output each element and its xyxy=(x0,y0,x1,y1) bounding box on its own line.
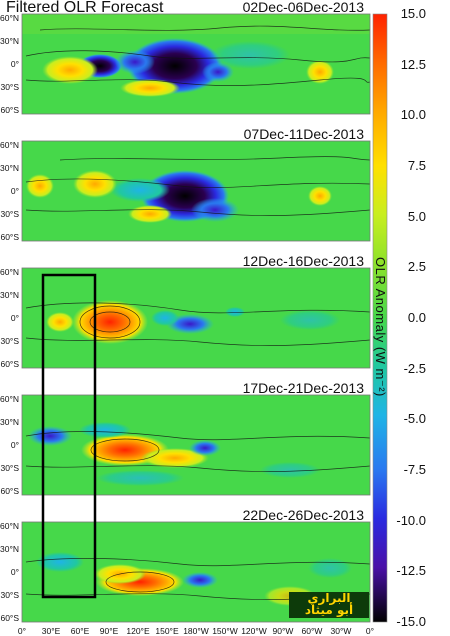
lat-label-panel5-0: 60°N xyxy=(0,521,19,531)
lon-label-8: 120°W xyxy=(241,626,267,636)
lat-label-panel3-4: 60°S xyxy=(0,359,19,369)
lat-label-panel2-2: 0° xyxy=(10,186,19,196)
figure-title: Filtered OLR Forecast xyxy=(6,0,164,16)
map-panel-1 xyxy=(22,14,370,114)
colorbar-tick-8: -5.0 xyxy=(403,411,426,427)
lat-label-panel1-3: 30°S xyxy=(0,82,19,92)
lat-label-panel1-2: 0° xyxy=(10,59,19,69)
colorbar-tick-11: -12.5 xyxy=(396,563,426,579)
lon-label-4: 120°E xyxy=(126,626,150,636)
highlight-box xyxy=(41,273,97,599)
colorbar-tick-12: -15.0 xyxy=(396,614,426,629)
lat-label-panel3-1: 30°N xyxy=(0,290,19,300)
lon-label-1: 30°E xyxy=(41,626,61,636)
lat-label-panel4-4: 60°S xyxy=(0,486,19,496)
lat-label-panel3-3: 30°S xyxy=(0,336,19,346)
lon-label-7: 150°W xyxy=(212,626,238,636)
watermark-logo: البراري أبو ميثاد xyxy=(289,592,369,618)
lon-label-0: 0° xyxy=(17,626,27,636)
colorbar-tick-3: 7.5 xyxy=(407,158,426,173)
lat-label-panel3-2: 0° xyxy=(10,313,19,323)
colorbar-tick-2: 10.0 xyxy=(400,107,426,123)
colorbar-tick-0: 15.0 xyxy=(400,6,426,21)
lat-label-panel2-3: 30°S xyxy=(0,209,19,219)
lat-label-panel4-3: 30°S xyxy=(0,463,19,473)
lat-label-panel5-4: 60°S xyxy=(0,613,19,623)
lat-label-panel2-4: 60°S xyxy=(0,232,19,242)
colorbar-title: OLR Anomaly (W m⁻²) xyxy=(373,257,388,397)
lon-label-12: 0° xyxy=(365,626,375,636)
panel-frames xyxy=(21,13,371,623)
lat-label-panel2-0: 60°N xyxy=(0,140,19,150)
lon-label-6: 180°W xyxy=(183,626,209,636)
lon-label-3: 90°E xyxy=(99,626,119,636)
colorbar-tick-10: -10.0 xyxy=(396,512,426,528)
map-panel-2 xyxy=(22,141,370,241)
lon-label-10: 60°W xyxy=(301,626,323,636)
lat-label-panel5-1: 30°N xyxy=(0,544,19,554)
colorbar-tick-5: 2.5 xyxy=(407,259,426,275)
lon-label-11: 30°W xyxy=(330,626,352,636)
lon-label-2: 60°E xyxy=(70,626,90,636)
lat-label-panel4-0: 60°N xyxy=(0,394,19,404)
colorbar xyxy=(372,13,388,623)
panel-4-date: 17Dec-21Dec-2013 xyxy=(242,380,364,396)
watermark-line-2: أبو ميثاد xyxy=(304,603,354,617)
lat-label-panel1-4: 60°S xyxy=(0,105,19,115)
lon-label-5: 150°E xyxy=(155,626,179,636)
lat-label-panel3-0: 60°N xyxy=(0,267,19,277)
colorbar-tick-4: 5.0 xyxy=(407,208,426,224)
lat-label-panel5-2: 0° xyxy=(10,567,19,577)
panel-1-date: 02Dec-06Dec-2013 xyxy=(242,0,364,15)
map-panel-3 xyxy=(22,268,370,368)
lon-label-9: 90°W xyxy=(272,626,294,636)
panel-3-date: 12Dec-16Dec-2013 xyxy=(242,253,364,269)
watermark-line-1: البراري xyxy=(307,591,351,605)
colorbar-tick-9: -7.5 xyxy=(403,462,426,477)
lat-label-panel2-1: 30°N xyxy=(0,163,19,173)
lat-label-panel1-1: 30°N xyxy=(0,36,19,46)
lat-label-panel4-2: 0° xyxy=(10,440,19,450)
lat-label-panel4-1: 30°N xyxy=(0,417,19,427)
colorbar-tick-7: -2.5 xyxy=(403,360,426,376)
lat-label-panel1-0: 60°N xyxy=(0,13,19,23)
panel-2-date: 07Dec-11Dec-2013 xyxy=(243,126,364,142)
map-panel-4 xyxy=(22,395,370,495)
colorbar-tick-1: 12.5 xyxy=(400,56,426,72)
lat-label-panel5-3: 30°S xyxy=(0,590,19,600)
colorbar-tick-6: 0.0 xyxy=(407,310,426,325)
panel-5-date: 22Dec-26Dec-2013 xyxy=(242,507,364,523)
